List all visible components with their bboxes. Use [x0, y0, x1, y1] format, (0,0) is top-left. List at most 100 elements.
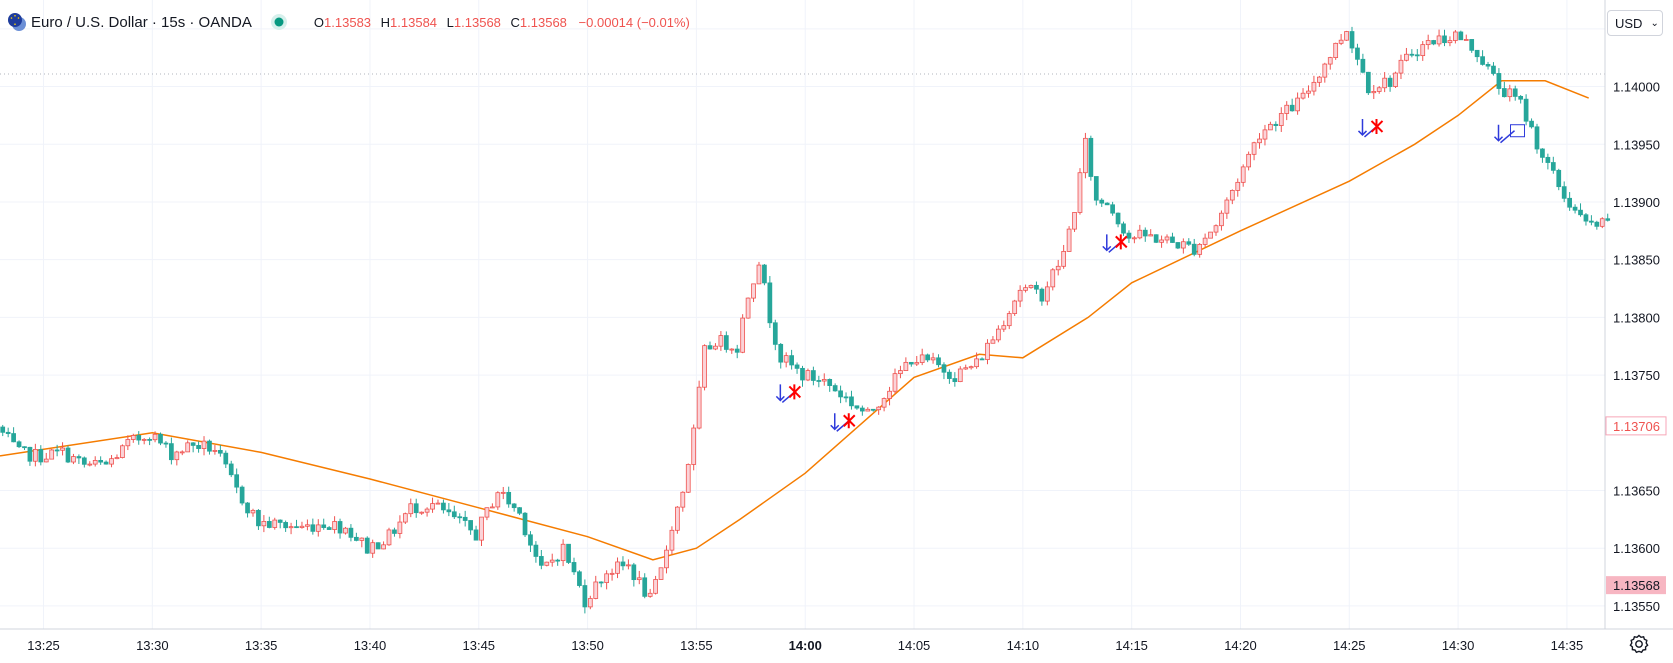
candle-body[interactable] [152, 433, 158, 441]
candle-body[interactable] [1365, 71, 1371, 94]
candle-body[interactable] [925, 354, 930, 361]
candle-body[interactable] [174, 451, 180, 461]
candle-body[interactable] [696, 386, 702, 429]
candle-body[interactable] [223, 452, 229, 465]
candle-body[interactable] [783, 355, 789, 363]
candle-body[interactable] [397, 521, 403, 534]
candle-body[interactable] [1175, 242, 1181, 249]
candle-body[interactable] [1572, 206, 1578, 211]
candle-body[interactable] [451, 511, 457, 518]
candle-body[interactable] [441, 502, 446, 511]
candle-body[interactable] [125, 439, 131, 447]
candle-body[interactable] [609, 572, 615, 575]
candle-body[interactable] [729, 348, 735, 351]
candle-body[interactable] [1371, 91, 1377, 94]
candle-body[interactable] [1132, 237, 1137, 240]
candle-body[interactable] [473, 529, 479, 541]
candle-body[interactable] [734, 348, 740, 353]
candle-body[interactable] [560, 543, 566, 562]
trade-marker[interactable] [830, 413, 856, 432]
candle-body[interactable] [664, 549, 669, 569]
candle-body[interactable] [859, 407, 865, 412]
candle-body[interactable] [234, 474, 240, 488]
candle-body[interactable] [957, 368, 963, 383]
candle-body[interactable] [805, 370, 811, 381]
candle-body[interactable] [1436, 35, 1442, 45]
candle-body[interactable] [272, 519, 278, 528]
candle-body[interactable] [136, 435, 142, 441]
candle-body[interactable] [1599, 218, 1605, 227]
candle-body[interactable] [1284, 104, 1290, 114]
candle-body[interactable] [669, 529, 675, 551]
candle-body[interactable] [1507, 88, 1513, 98]
candle-body[interactable] [718, 335, 724, 347]
candle-body[interactable] [1540, 148, 1545, 158]
candle-body[interactable] [359, 537, 365, 541]
candle-body[interactable] [740, 317, 746, 353]
candle-body[interactable] [337, 521, 343, 534]
candle-body[interactable] [1376, 87, 1382, 92]
candle-body[interactable] [636, 577, 642, 581]
candle-body[interactable] [511, 503, 517, 509]
candle-body[interactable] [49, 449, 55, 460]
candle-body[interactable] [1055, 265, 1061, 271]
candle-body[interactable] [1567, 197, 1572, 208]
candle-body[interactable] [745, 297, 751, 319]
candle-body[interactable] [1349, 31, 1355, 49]
candle-body[interactable] [321, 524, 327, 528]
candle-body[interactable] [1170, 236, 1175, 243]
candle-body[interactable] [283, 522, 288, 529]
candle-body[interactable] [832, 385, 838, 392]
candle-body[interactable] [495, 492, 501, 508]
trade-marker[interactable] [1102, 234, 1128, 253]
candle-body[interactable] [288, 526, 294, 529]
candle-body[interactable] [1208, 231, 1213, 239]
candle-body[interactable] [1126, 232, 1132, 239]
candle-body[interactable] [1186, 241, 1192, 245]
candle-body[interactable] [653, 579, 658, 594]
candle-body[interactable] [1523, 98, 1529, 122]
candle-body[interactable] [1387, 77, 1393, 87]
candle-body[interactable] [1420, 44, 1426, 57]
candle-body[interactable] [1447, 40, 1453, 44]
candle-body[interactable] [843, 396, 849, 399]
candle-body[interactable] [1148, 234, 1154, 237]
candle-body[interactable] [386, 529, 392, 546]
candle-body[interactable] [544, 561, 550, 566]
candle-body[interactable] [1295, 97, 1300, 112]
candle-body[interactable] [876, 406, 882, 411]
candle-body[interactable] [1453, 31, 1458, 41]
candle-body[interactable] [348, 527, 354, 538]
candle-body[interactable] [1382, 77, 1388, 89]
candle-body[interactable] [190, 442, 196, 446]
candle-body[interactable] [1012, 300, 1018, 314]
candle-body[interactable] [865, 408, 871, 412]
candle-body[interactable] [81, 457, 87, 465]
candle-body[interactable] [375, 542, 381, 550]
candle-body[interactable] [615, 561, 620, 574]
candle-body[interactable] [1110, 204, 1115, 214]
candle-body[interactable] [555, 559, 561, 562]
candle-body[interactable] [1142, 229, 1148, 237]
candle-body[interactable] [1327, 57, 1333, 65]
candle-body[interactable] [898, 370, 903, 375]
candle-body[interactable] [277, 519, 283, 523]
symbol-title[interactable]: Euro / U.S. Dollar · 15s · OANDA [31, 13, 252, 31]
candle-body[interactable] [413, 503, 419, 514]
candle-body[interactable] [1355, 47, 1360, 60]
candle-body[interactable] [1088, 137, 1094, 177]
candle-body[interactable] [1072, 212, 1077, 230]
candle-body[interactable] [979, 358, 985, 361]
candle-body[interactable] [141, 439, 147, 441]
candle-body[interactable] [647, 592, 653, 597]
candle-body[interactable] [892, 373, 898, 392]
candle-body[interactable] [1431, 40, 1436, 45]
candle-body[interactable] [566, 543, 571, 563]
candle-body[interactable] [936, 357, 941, 366]
candle-body[interactable] [71, 456, 76, 463]
candle-body[interactable] [1404, 53, 1409, 61]
candle-body[interactable] [1344, 31, 1349, 41]
candle-body[interactable] [914, 362, 920, 365]
candle-body[interactable] [1550, 162, 1556, 171]
candle-body[interactable] [1300, 92, 1306, 99]
